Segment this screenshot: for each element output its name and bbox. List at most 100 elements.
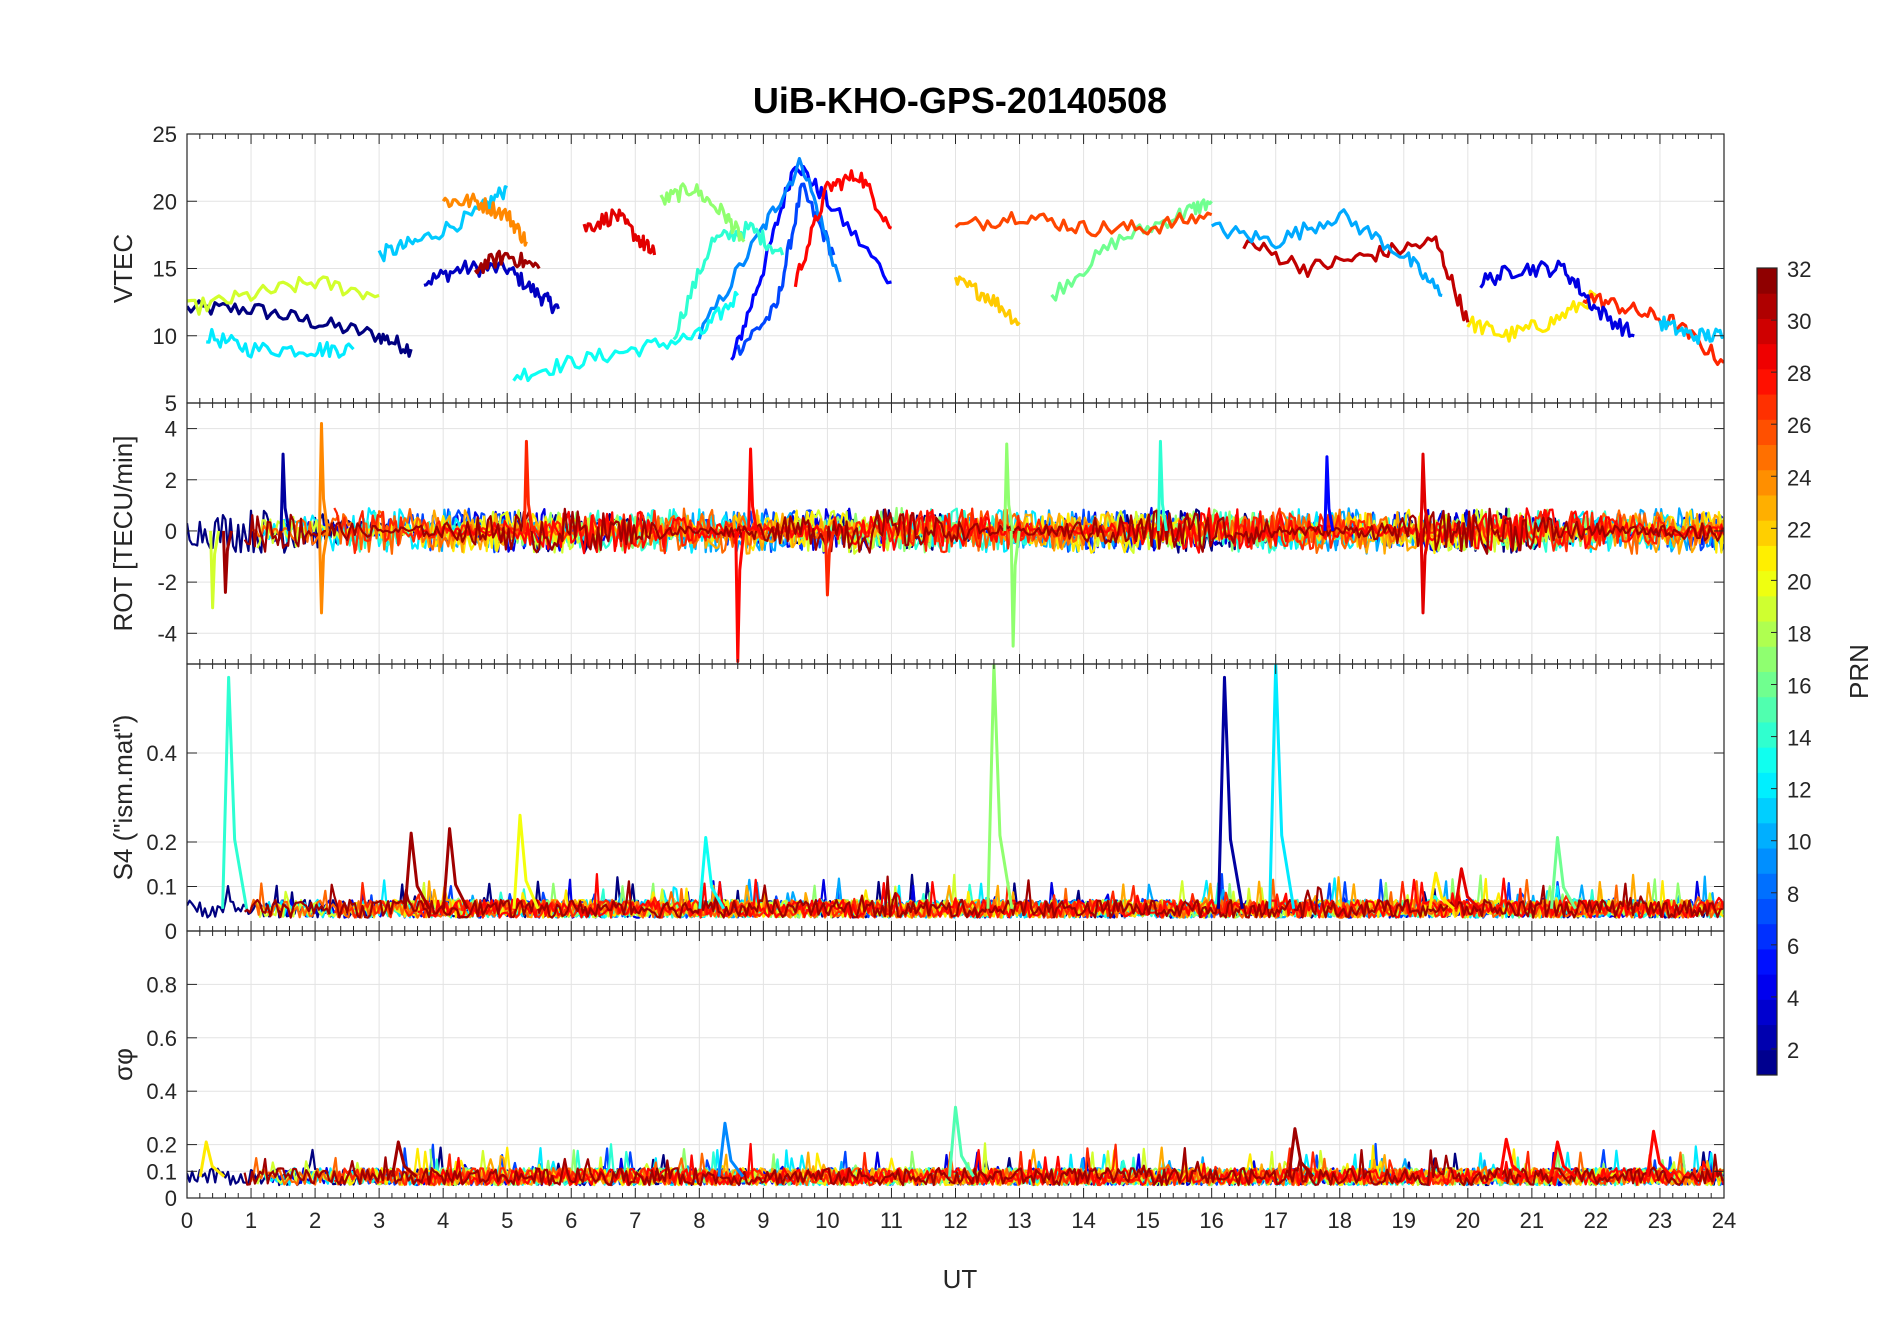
colorbar-tick-label: 8 <box>1787 882 1799 907</box>
spike-mark <box>198 1140 226 1178</box>
colorbar-frame <box>1756 267 1778 1076</box>
y-tick-label: 0 <box>165 1186 177 1211</box>
spike-mark <box>698 836 726 910</box>
colorbar-swatch <box>1757 444 1777 471</box>
spike-mark <box>948 1105 975 1178</box>
x-tick-label: 9 <box>757 1208 769 1233</box>
series-line <box>243 1146 1724 1187</box>
x-tick-label: 4 <box>437 1208 449 1233</box>
panel-rot: -4 -2 0 2 4 ROT [TECU/min] <box>108 402 1725 665</box>
series-group-vtec <box>187 157 1724 383</box>
spike-mark <box>221 530 233 594</box>
y-axis-title: S4 ("ism.mat") <box>108 715 138 881</box>
spike-mark <box>1428 871 1455 910</box>
colorbar-tick-label: 20 <box>1787 569 1811 594</box>
chart-title: UiB-KHO-GPS-20140508 <box>753 80 1167 121</box>
series-line <box>377 185 508 263</box>
series-line <box>659 182 746 243</box>
colorbar-swatch <box>1757 343 1777 370</box>
y-tick-label: 0.1 <box>146 875 177 900</box>
y-tick-label: 0.2 <box>146 830 177 855</box>
colorbar-swatch <box>1757 898 1777 925</box>
y-tick-label: 0 <box>165 919 177 944</box>
series-line <box>1242 235 1470 323</box>
y-tick-label: 0.1 <box>146 1159 177 1184</box>
series-line <box>1479 259 1635 338</box>
spike-mark <box>747 447 759 532</box>
series-line <box>417 872 1724 919</box>
spike-mark <box>1216 675 1244 910</box>
series-line <box>512 290 740 383</box>
series-line <box>1210 208 1443 297</box>
y-tick-label: 4 <box>165 417 177 442</box>
x-tick-label: 19 <box>1392 1208 1416 1233</box>
x-tick-label: 20 <box>1456 1208 1480 1233</box>
series-line <box>1050 198 1213 302</box>
series-line <box>423 258 560 315</box>
series-line <box>416 507 1724 555</box>
x-tick-label: 7 <box>629 1208 641 1233</box>
colorbar-swatch <box>1757 570 1777 597</box>
colorbar-tick-label: 10 <box>1787 830 1811 855</box>
y-tick-label: 20 <box>153 189 177 214</box>
x-tick-label: 22 <box>1584 1208 1608 1233</box>
colorbar-tick-label: 16 <box>1787 674 1811 699</box>
y-tick-label: 10 <box>153 324 177 349</box>
spike-mark <box>512 813 540 910</box>
spike-mark <box>734 530 746 663</box>
colorbar-swatch <box>1757 621 1777 647</box>
x-axis-title: UT <box>943 1264 978 1294</box>
spike-mark <box>390 1140 418 1178</box>
x-tick-label: 23 <box>1648 1208 1672 1233</box>
x-tick-label: 17 <box>1263 1208 1287 1233</box>
series-line <box>953 275 1021 327</box>
spike-mark <box>1003 442 1015 532</box>
x-tick-label: 15 <box>1135 1208 1159 1233</box>
colorbar-tick-label: 2 <box>1787 1038 1799 1063</box>
colorbar-swatch <box>1757 318 1777 345</box>
x-tick-label: 18 <box>1328 1208 1352 1233</box>
y-tick-label: 15 <box>153 257 177 282</box>
colorbar-tick-label: 26 <box>1787 413 1811 438</box>
x-tick-label: 16 <box>1199 1208 1223 1233</box>
x-tick-label: 2 <box>309 1208 321 1233</box>
spike-mark <box>1646 1129 1673 1178</box>
series-group-s4 <box>187 664 1724 919</box>
series-line <box>187 299 413 358</box>
y-tick-label: -4 <box>157 621 177 646</box>
series-line <box>206 327 355 359</box>
colorbar-swatch <box>1757 848 1777 874</box>
y-tick-label: 25 <box>153 122 177 147</box>
series-line <box>730 165 892 361</box>
y-axis-title: ROT [TECU/min] <box>108 436 138 632</box>
spike-mark <box>1287 1127 1315 1178</box>
series-line <box>793 169 893 288</box>
x-tick-label: 6 <box>565 1208 577 1233</box>
spike-mark <box>317 530 329 615</box>
colorbar-swatch <box>1757 948 1777 975</box>
series-line <box>1658 315 1724 345</box>
spike-mark <box>717 1121 745 1178</box>
colorbar-tick-label: 4 <box>1787 986 1799 1011</box>
x-tick-label: 21 <box>1520 1208 1544 1233</box>
y-tick-label: 0.2 <box>146 1133 177 1158</box>
colorbar-swatch <box>1757 293 1777 319</box>
colorbar-tick-label: 22 <box>1787 517 1811 542</box>
series-line <box>441 192 528 247</box>
x-tick-label: 1 <box>245 1208 257 1233</box>
colorbar-swatch <box>1757 923 1777 950</box>
colorbar-tick-label: 6 <box>1787 934 1799 959</box>
colorbar-tick-label: 32 <box>1787 257 1811 282</box>
spike-mark <box>1550 1140 1577 1178</box>
spike-mark <box>522 439 534 532</box>
colorbar-swatch <box>1757 873 1777 899</box>
panel-vtec: 5 10 15 20 25 VTEC <box>108 122 1725 416</box>
spike-mark <box>1419 452 1431 532</box>
colorbar-swatch <box>1757 772 1777 799</box>
spike-mark <box>1268 664 1296 909</box>
y-tick-label: 0.4 <box>146 741 177 766</box>
colorbar-swatch <box>1757 469 1777 496</box>
series-line <box>954 211 1213 238</box>
